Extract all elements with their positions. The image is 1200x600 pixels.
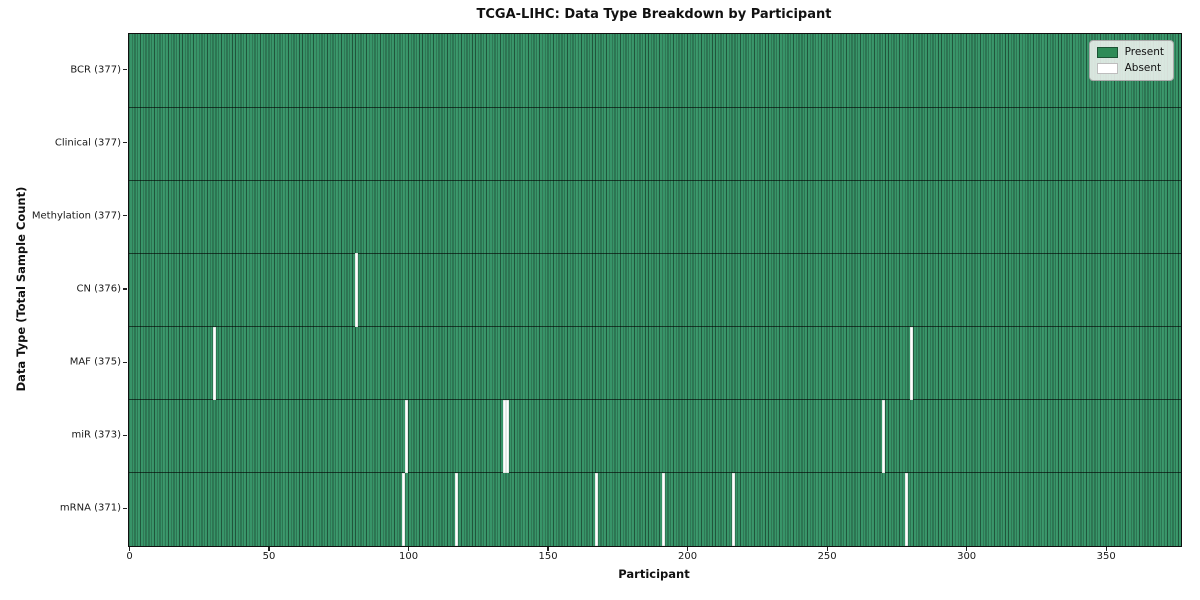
- y-tick-label-mRNA: mRNA (371): [59, 502, 121, 514]
- x-axis-title: Participant: [618, 567, 690, 581]
- row-separator: [129, 326, 1181, 328]
- absent-cell-mRNA-278: [904, 472, 908, 546]
- x-tick-label-250: 250: [817, 551, 837, 562]
- absent-cell-MAF-280: [910, 326, 914, 400]
- x-tick-label-350: 350: [1096, 551, 1116, 562]
- legend-label: Present: [1124, 46, 1164, 59]
- absent-cell-miR-135: [505, 399, 509, 473]
- y-tick-label-BCR: BCR (377): [70, 64, 121, 76]
- y-tick-label-Methylation: Methylation (377): [31, 210, 121, 222]
- y-tick-label-MAF: MAF (375): [69, 356, 121, 368]
- x-tick-mark: [268, 546, 270, 551]
- absent-cell-mRNA-98: [402, 472, 406, 546]
- x-tick-label-300: 300: [957, 551, 977, 562]
- legend-label: Absent: [1124, 62, 1162, 75]
- row-separator: [129, 399, 1181, 401]
- chart-title: TCGA-LIHC: Data Type Breakdown by Partic…: [476, 7, 832, 22]
- y-tick-mark: [123, 434, 127, 436]
- row-separator: [129, 106, 1181, 108]
- absent-cell-CN-81: [355, 253, 358, 327]
- legend-entry-present: Present: [1096, 46, 1164, 59]
- absent-cell-miR-270: [882, 399, 886, 473]
- x-tick-label-200: 200: [678, 551, 698, 562]
- y-tick-label-CN: CN (376): [76, 283, 121, 295]
- x-tick-label-0: 0: [126, 551, 133, 562]
- x-tick-mark: [966, 546, 968, 551]
- y-tick-mark: [123, 215, 127, 217]
- y-tick-label-Clinical: Clinical (377): [54, 137, 121, 149]
- absent-cell-mRNA-191: [661, 472, 665, 546]
- legend-entry-absent: Absent: [1096, 62, 1164, 75]
- x-tick-mark: [826, 546, 828, 551]
- x-tick-label-100: 100: [398, 551, 419, 562]
- plot-area: Present Absent: [128, 33, 1182, 547]
- x-tick-label-150: 150: [538, 551, 558, 562]
- x-tick-label-50: 50: [262, 551, 276, 562]
- y-tick-label-miR: miR (373): [71, 429, 121, 441]
- y-tick-mark: [123, 288, 127, 290]
- x-tick-mark: [407, 546, 410, 551]
- y-tick-mark: [123, 68, 127, 71]
- absent-cell-mRNA-167: [595, 472, 598, 546]
- y-tick-mark: [123, 142, 127, 144]
- y-tick-mark: [123, 361, 127, 363]
- legend-swatch-present: [1096, 47, 1118, 58]
- row-separator: [129, 179, 1181, 181]
- x-tick-mark: [547, 546, 549, 551]
- absent-cell-miR-134: [502, 399, 506, 473]
- x-tick-mark: [1105, 546, 1107, 551]
- absent-cell-mRNA-117: [455, 472, 459, 546]
- absent-cell-MAF-30: [212, 326, 216, 400]
- x-tick-mark: [128, 546, 131, 551]
- absent-cell-miR-99: [405, 399, 409, 473]
- row-separator: [129, 472, 1181, 474]
- x-tick-mark: [686, 546, 689, 551]
- row-separator: [129, 252, 1181, 254]
- legend-swatch-absent: [1096, 63, 1118, 74]
- absent-cell-mRNA-216: [731, 472, 735, 546]
- legend: Present Absent: [1088, 40, 1174, 81]
- y-tick-mark: [123, 507, 127, 510]
